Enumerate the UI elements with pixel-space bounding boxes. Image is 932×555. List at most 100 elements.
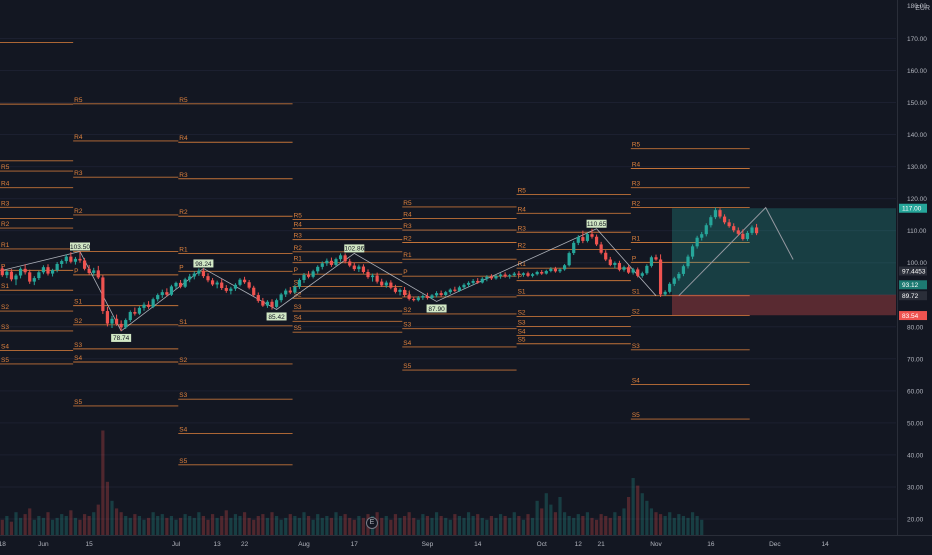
candle-body — [663, 291, 667, 295]
pivot-label-r2: R2 — [403, 236, 412, 243]
candle-body — [745, 232, 750, 239]
pivot-label-p: P — [518, 274, 522, 281]
volume-bar — [297, 517, 302, 535]
candle-body — [18, 268, 23, 276]
volume-bar — [183, 514, 187, 535]
pivot-label-s2: S2 — [403, 307, 411, 314]
volume-bar — [96, 504, 100, 535]
volume-bar — [421, 514, 425, 535]
candle-body — [124, 320, 128, 328]
pivot-label-s5: S5 — [403, 363, 411, 370]
volume-bar — [169, 516, 174, 535]
candle-body — [311, 271, 315, 277]
candle-body — [114, 318, 119, 324]
pivot-label-r4: R4 — [179, 135, 188, 142]
candle-body — [82, 260, 87, 269]
candle-body — [471, 280, 475, 283]
pivot-label-r1: R1 — [179, 246, 188, 253]
candle-body — [718, 210, 722, 217]
pivot-label-r2: R2 — [74, 208, 83, 215]
pivot-label-s1: S1 — [632, 289, 640, 296]
pivot-label-s4: S4 — [632, 377, 640, 384]
candle-body — [526, 273, 530, 276]
volume-bar — [485, 519, 489, 535]
candle-body — [69, 256, 73, 262]
volume-bar — [252, 519, 256, 535]
pivot-label-s1: S1 — [518, 289, 526, 296]
earnings-event-icon[interactable]: E — [366, 517, 378, 529]
volume-bar — [549, 504, 553, 535]
candle-body — [325, 260, 329, 264]
volume-bar — [224, 510, 228, 535]
candlestick-series[interactable] — [0, 207, 759, 331]
candle-body — [215, 282, 219, 285]
pivot-label-s3: S3 — [294, 304, 302, 311]
candle-body — [690, 246, 695, 257]
candle-body — [402, 289, 407, 296]
volume-bar — [402, 516, 407, 535]
volume-bar — [306, 516, 311, 535]
candle-body — [78, 258, 82, 261]
long-position-tool[interactable] — [672, 206, 896, 316]
pivot-label-r2: R2 — [1, 221, 10, 228]
volume-bar — [444, 517, 448, 535]
volume-bar — [37, 516, 41, 535]
candle-body — [599, 244, 603, 253]
time-axis[interactable] — [0, 535, 932, 551]
volume-bar — [658, 514, 663, 535]
candle-body — [316, 266, 320, 272]
volume-bar — [471, 516, 475, 535]
volume-bar — [585, 512, 590, 535]
volume-bar — [430, 517, 434, 535]
candle-body — [594, 236, 599, 245]
candle-body — [160, 292, 164, 296]
volume-bar — [540, 508, 544, 535]
candle-body — [549, 268, 553, 272]
volume-bar — [151, 512, 155, 535]
volume-bar — [617, 516, 622, 535]
candle-body — [60, 261, 64, 264]
candle-body — [585, 234, 590, 241]
pivot-label-s1: S1 — [1, 283, 9, 290]
pivot-label-r3: R3 — [74, 170, 83, 177]
pivot-label-s5: S5 — [179, 458, 187, 465]
volume-bar — [530, 517, 535, 535]
candle-body — [284, 290, 288, 295]
zigzag-label: 102.86 — [344, 246, 364, 253]
volume-bar — [535, 500, 539, 535]
candle-body — [279, 294, 283, 301]
pivot-label-s3: S3 — [518, 319, 526, 326]
candle-body — [197, 270, 201, 274]
candle-body — [658, 259, 663, 295]
pivot-label-r5: R5 — [74, 97, 83, 104]
candle-body — [28, 272, 32, 282]
volume-bar — [220, 516, 224, 535]
zigzag-label: 110.65 — [587, 221, 607, 228]
candle-body — [41, 267, 46, 273]
candle-body — [174, 282, 178, 287]
candle-body — [5, 271, 9, 276]
pivot-label-s3: S3 — [74, 342, 82, 349]
candle-body — [393, 287, 398, 292]
volume-bar — [457, 516, 462, 535]
candle-body — [361, 266, 366, 272]
pivot-label-r3: R3 — [294, 233, 303, 240]
pivot-label-r3: R3 — [403, 223, 412, 230]
pivot-label-s3: S3 — [403, 322, 411, 329]
candle-body — [142, 304, 146, 308]
volume-bar — [215, 517, 219, 535]
pivot-label-r1: R1 — [294, 256, 303, 263]
volume-bar — [192, 517, 196, 535]
zigzag-badge — [426, 304, 447, 313]
candle-body — [704, 225, 708, 235]
volume-bar — [425, 516, 430, 535]
volume-bar — [690, 512, 695, 535]
candle-body — [274, 300, 279, 307]
volume-bar — [32, 519, 36, 535]
volume-bar — [302, 512, 306, 535]
volume-bar — [210, 514, 215, 535]
candle-body — [434, 293, 439, 296]
price-axis[interactable]: EUR — [897, 0, 932, 550]
